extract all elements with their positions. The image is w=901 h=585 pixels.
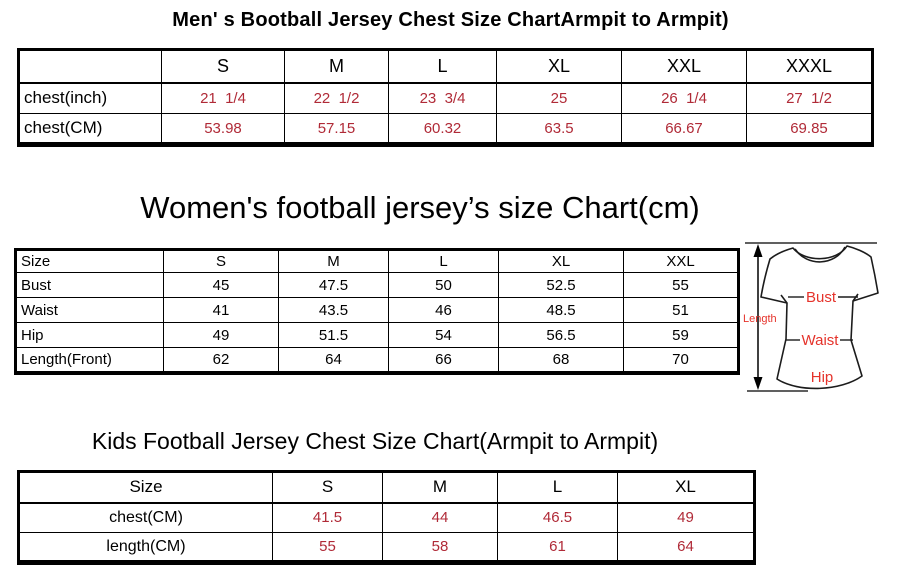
value-cell: 23 3/4	[388, 82, 497, 114]
column-header: M	[284, 49, 389, 84]
column-header: S	[272, 471, 383, 504]
value-cell: 46	[388, 297, 499, 323]
table-row: Hip 49 51.5 54 56.5 59	[15, 322, 739, 348]
value-cell: 27 1/2	[746, 82, 873, 114]
value-cell: 41.5	[272, 502, 383, 533]
row-label: length(CM)	[18, 532, 273, 563]
length-label: Length	[743, 313, 777, 325]
value-cell: 43.5	[278, 297, 389, 323]
column-header: L	[388, 249, 499, 273]
value-cell: 53.98	[161, 113, 285, 145]
column-header: L	[388, 49, 497, 84]
column-header: Size	[18, 471, 273, 504]
row-label: Bust	[15, 272, 164, 298]
value-cell: 22 1/2	[284, 82, 389, 114]
value-cell: 41	[163, 297, 279, 323]
value-cell: 66.67	[621, 113, 747, 145]
value-cell: 46.5	[497, 502, 618, 533]
bust-label: Bust	[806, 289, 837, 306]
column-header: M	[278, 249, 389, 273]
men-chart-title: Men' s Bootball Jersey Chest Size ChartA…	[172, 9, 729, 31]
row-label: Waist	[15, 297, 164, 323]
table-row: Waist 41 43.5 46 48.5 51	[15, 297, 739, 323]
column-header: XL	[498, 249, 624, 273]
kids-chart-title: Kids Football Jersey Chest Size Chart(Ar…	[91, 428, 659, 454]
table-row: Bust 45 47.5 50 52.5 55	[15, 272, 739, 298]
value-cell: 49	[617, 502, 755, 533]
value-cell: 56.5	[498, 322, 624, 348]
value-cell: 45	[163, 272, 279, 298]
table-row: chest(inch) 21 1/4 22 1/2 23 3/4 25 26 1…	[18, 82, 873, 114]
value-cell: 68	[498, 347, 624, 373]
value-cell: 66	[388, 347, 499, 373]
value-cell: 61	[497, 532, 618, 563]
value-cell: 63.5	[496, 113, 622, 145]
value-cell: 69.85	[746, 113, 873, 145]
value-cell: 60.32	[388, 113, 497, 145]
men-size-table: S M L XL XXL XXXL chest(inch) 21 1/4 22 …	[17, 48, 874, 147]
value-cell: 58	[382, 532, 498, 563]
column-header: XL	[617, 471, 755, 504]
table-header-row: Size S M L XL	[18, 471, 755, 504]
value-cell: 64	[617, 532, 755, 563]
women-size-table: Size S M L XL XXL Bust 45 47.5 50 52.5 5…	[14, 248, 740, 375]
kids-size-table: Size S M L XL chest(CM) 41.5 44 46.5 49 …	[17, 470, 756, 565]
length-arrow	[753, 244, 763, 390]
column-header: M	[382, 471, 498, 504]
value-cell: 59	[623, 322, 739, 348]
value-cell: 64	[278, 347, 389, 373]
value-cell: 55	[272, 532, 383, 563]
tshirt-outline	[760, 245, 879, 390]
table-row: chest(CM) 41.5 44 46.5 49	[18, 502, 755, 533]
tshirt-measurement-diagram: Bust Waist Hip Length	[743, 242, 879, 392]
women-chart-title: Women's football jersey’s size Chart(cm)	[140, 190, 700, 225]
value-cell: 21 1/4	[161, 82, 285, 114]
table-header-row: S M L XL XXL XXXL	[18, 49, 873, 84]
value-cell: 48.5	[498, 297, 624, 323]
value-cell: 52.5	[498, 272, 624, 298]
column-header: XXL	[621, 49, 747, 84]
column-header: S	[161, 49, 285, 84]
table-row: Length(Front) 62 64 66 68 70	[15, 347, 739, 373]
column-header: XXXL	[746, 49, 873, 84]
column-header: Size	[15, 249, 164, 273]
table-row: chest(CM) 53.98 57.15 60.32 63.5 66.67 6…	[18, 113, 873, 145]
row-label: Length(Front)	[15, 347, 164, 373]
waist-label: Waist	[802, 332, 840, 349]
value-cell: 50	[388, 272, 499, 298]
value-cell: 70	[623, 347, 739, 373]
column-header: XXL	[623, 249, 739, 273]
row-label: Hip	[15, 322, 164, 348]
column-header	[18, 49, 162, 84]
value-cell: 62	[163, 347, 279, 373]
column-header: XL	[496, 49, 622, 84]
hip-label: Hip	[811, 369, 834, 386]
value-cell: 54	[388, 322, 499, 348]
value-cell: 44	[382, 502, 498, 533]
table-row: length(CM) 55 58 61 64	[18, 532, 755, 563]
value-cell: 49	[163, 322, 279, 348]
value-cell: 25	[496, 82, 622, 114]
value-cell: 51	[623, 297, 739, 323]
table-header-row: Size S M L XL XXL	[15, 249, 739, 273]
value-cell: 51.5	[278, 322, 389, 348]
column-header: S	[163, 249, 279, 273]
row-label: chest(inch)	[18, 82, 162, 114]
value-cell: 55	[623, 272, 739, 298]
column-header: L	[497, 471, 618, 504]
value-cell: 26 1/4	[621, 82, 747, 114]
row-label: chest(CM)	[18, 502, 273, 533]
value-cell: 47.5	[278, 272, 389, 298]
value-cell: 57.15	[284, 113, 389, 145]
row-label: chest(CM)	[18, 113, 162, 145]
